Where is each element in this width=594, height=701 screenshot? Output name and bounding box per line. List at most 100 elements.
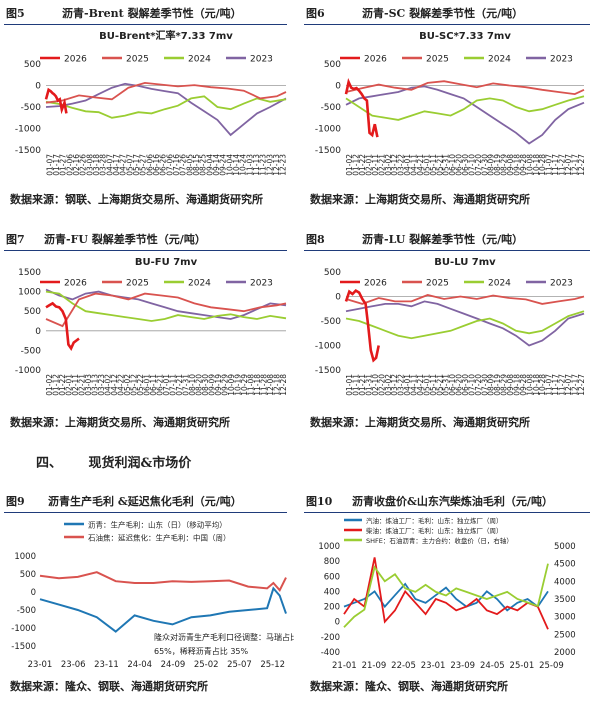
- source-note: 数据来源：隆众、钢联、海通期货研究所: [310, 680, 508, 693]
- y-tick-label: 0: [335, 293, 341, 303]
- x-tick-label: 12-13: [272, 154, 281, 176]
- x-tick-label: 12-27: [577, 154, 586, 176]
- x-tick-label: 10-09: [227, 374, 236, 396]
- y-tick-label-right: 5000: [554, 542, 576, 552]
- legend-label: 柴油：炼油工厂：毛利：山东：独立炼厂（周）: [366, 526, 503, 535]
- x-tick-label: 07-06: [165, 154, 174, 176]
- section-number: 四、: [36, 456, 63, 471]
- series-line-2024: [45, 95, 287, 119]
- x-tick-label: 03-22: [397, 374, 406, 396]
- y-tick-label-right: 4500: [554, 560, 576, 570]
- section-heading: 四、 现货利润&市场价: [36, 452, 191, 471]
- x-tick-label: 23-01: [421, 661, 446, 671]
- y-tick-label: 0: [35, 327, 41, 337]
- x-tick-label: 09-29: [220, 374, 229, 396]
- x-tick-label: 01-07: [45, 154, 54, 176]
- y-tick-label: -1000: [11, 624, 36, 634]
- x-tick-label: 08-29: [500, 154, 509, 176]
- x-tick-label: 06-10: [448, 374, 457, 396]
- y-tick-label: 500: [324, 268, 341, 278]
- x-tick-label: 11-07: [545, 374, 554, 396]
- x-tick-label: 09-14: [212, 154, 221, 176]
- x-tick-label: 05-21: [435, 374, 444, 396]
- x-tick-label: 01-21: [358, 374, 367, 396]
- x-tick-label: 02-21: [78, 374, 87, 396]
- y-tick-label-right: 2000: [554, 648, 576, 658]
- legend-label: SHFE：石油沥青：主力合约：收盘价（日，右轴）: [366, 536, 513, 545]
- legend-label: 2023: [250, 55, 273, 65]
- x-tick-label: 04-01: [403, 374, 412, 396]
- y-tick-label: 0: [335, 82, 341, 92]
- bu-brent-crack-chart: BU-Brent*汇率*7.33 7mv 2026 2025 2024 2023 500 0…: [15, 29, 288, 176]
- x-tick-label: 05-07: [125, 154, 134, 176]
- x-tick-label: 24-09: [161, 660, 186, 670]
- x-tick-label: 03-18: [92, 154, 101, 176]
- x-tick-label: 11-27: [557, 154, 566, 176]
- x-tick-label: 06-20: [455, 154, 464, 176]
- x-tick-label: 04-11: [410, 374, 419, 396]
- x-tick-label: 05-01: [422, 374, 431, 396]
- x-tick-label: 07-21: [175, 374, 184, 396]
- x-tick-label: 05-02: [123, 374, 132, 396]
- series-line-2026: [344, 288, 380, 363]
- x-tick-label: 01-22: [358, 154, 367, 176]
- y-tick-label: -1500: [11, 642, 36, 652]
- y-tick-label-right: 4000: [554, 577, 576, 587]
- x-tick-label: 07-30: [480, 154, 489, 176]
- x-tick-label: 08-09: [487, 374, 496, 396]
- annotation-text: 65%，稀释沥青占比 35%: [154, 646, 249, 656]
- x-tick-label: 04-27: [119, 154, 128, 176]
- figure-number: 图9: [6, 495, 25, 508]
- x-tick-label: 04-21: [416, 154, 425, 176]
- figure-number: 图5: [6, 7, 25, 20]
- price-refining-margin-chart: 汽油：炼油工厂：毛利：山东：独立炼厂（周）柴油：炼油工厂：毛利：山东：独立炼厂（…: [318, 516, 576, 671]
- x-tick-label: 03-03: [84, 374, 93, 396]
- x-tick-label: 06-20: [455, 374, 464, 396]
- series-line-2023: [45, 288, 287, 320]
- figure-header: 图5 沥青-Brent 裂解差季节性（元/吨）: [4, 2, 287, 25]
- x-tick-label: 07-11: [168, 374, 177, 396]
- x-tick-label: 06-21: [156, 374, 165, 396]
- chart-title: BU-SC*7.33 7mv: [419, 31, 511, 42]
- y-tick-label-right: 2500: [554, 630, 576, 640]
- series-line-2023: [345, 85, 585, 145]
- x-tick-label: 11-28: [259, 374, 268, 396]
- y-tick-label-right: 3500: [554, 595, 576, 605]
- series-line-2023: [345, 300, 585, 347]
- x-tick-label: 06-06: [145, 154, 154, 176]
- x-tick-label: 03-22: [397, 154, 406, 176]
- x-tick-label: 01-12: [352, 154, 361, 176]
- x-tick-label: 11-08: [246, 374, 255, 396]
- production-margin-chart: 沥青：生产毛利：山东（日）（移动平均） 石油焦：延迟焦化：生产毛利：中国（周） 10…: [11, 520, 294, 671]
- series-line-2023: [45, 82, 287, 137]
- legend-label: 2024: [488, 55, 511, 65]
- x-tick-label: 02-11: [371, 154, 380, 176]
- figure-header: 图8 沥青-LU 裂解差季节性（元/吨）: [304, 228, 590, 251]
- x-tick-label: 21-01: [332, 661, 357, 671]
- x-tick-label: 06-01: [143, 374, 152, 396]
- x-tick-label: 10-28: [538, 374, 547, 396]
- x-tick-label: 03-12: [390, 154, 399, 176]
- x-tick-label: 07-10: [467, 154, 476, 176]
- x-tick-label: 05-11: [429, 374, 438, 396]
- series-line: [39, 586, 287, 633]
- legend-label: 石油焦：延迟焦化：生产毛利：中国（周）: [88, 533, 231, 543]
- legend-label: 汽油：炼油工厂：毛利：山东：独立炼厂（周）: [366, 516, 503, 525]
- y-tick-label: 1000: [14, 552, 36, 562]
- y-tick-label: 500: [24, 60, 41, 70]
- source-note: 数据来源：上海期货交易所、海通期货研究所: [10, 416, 230, 429]
- x-tick-label: 21-09: [362, 661, 387, 671]
- legend-label: 2025: [426, 279, 449, 289]
- y-tick-label: 500: [324, 60, 341, 70]
- chart-title: BU-LU 7mv: [434, 257, 496, 268]
- x-tick-label: 25-09: [539, 661, 564, 671]
- x-tick-label: 23-11: [94, 660, 119, 670]
- y-tick-label: 500: [24, 307, 41, 317]
- x-tick-label: 07-20: [474, 374, 483, 396]
- x-tick-label: 12-07: [564, 154, 573, 176]
- y-tick-label: -500: [21, 103, 42, 113]
- source-note: 数据来源：钢联、上海期货交易所、海通期货研究所: [10, 193, 263, 206]
- x-tick-label: 23-06: [61, 660, 86, 670]
- series-line-2024: [345, 310, 585, 340]
- x-tick-label: 11-03: [245, 154, 254, 176]
